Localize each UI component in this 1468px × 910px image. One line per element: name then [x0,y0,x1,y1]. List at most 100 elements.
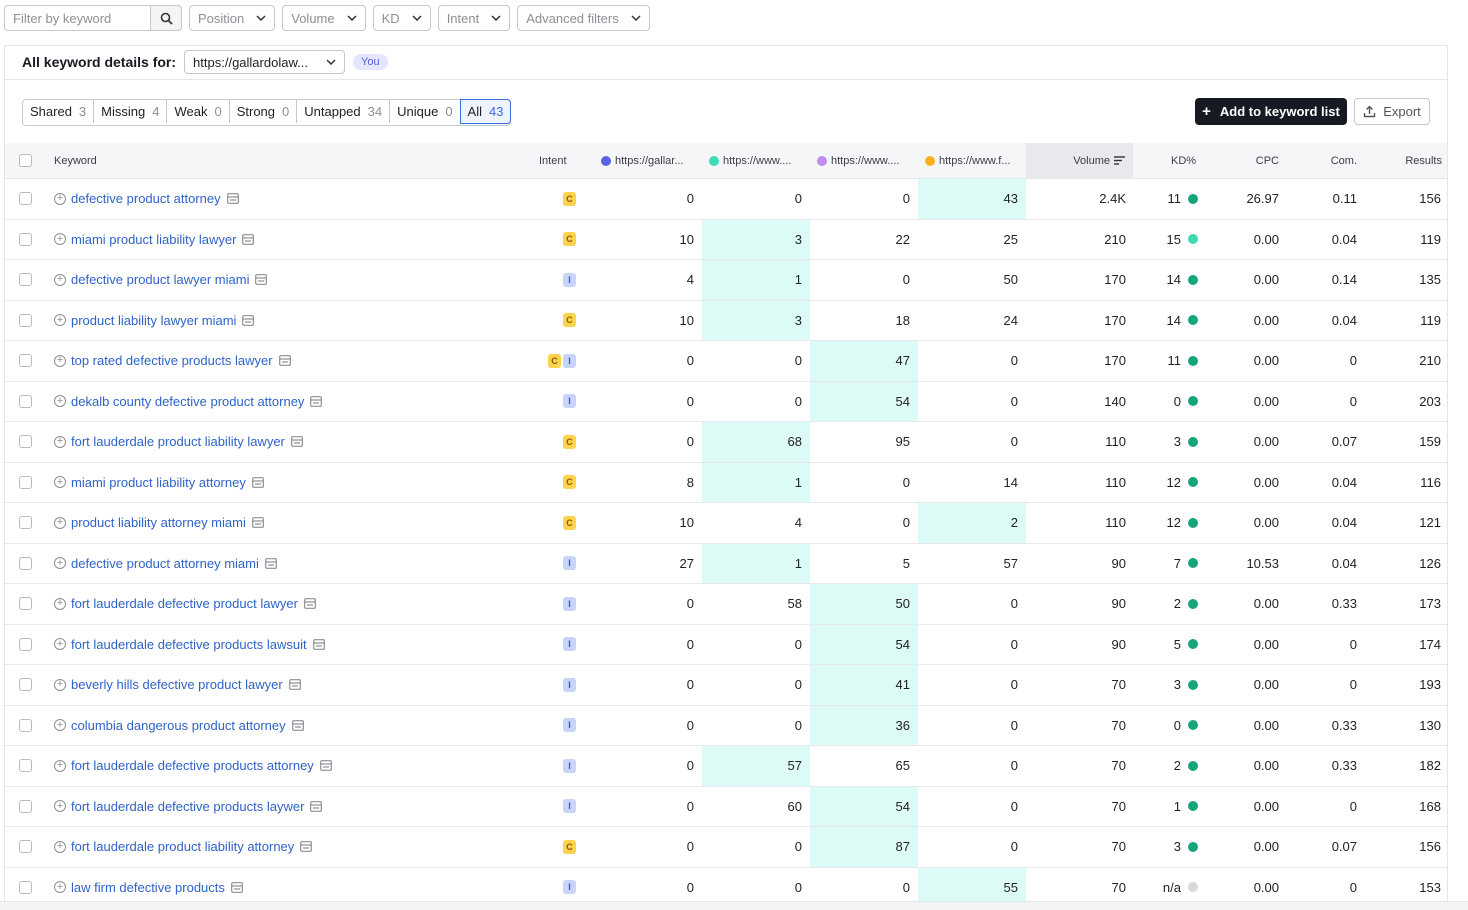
select-all-checkbox[interactable] [19,154,32,167]
tab-missing[interactable]: Missing 4 [94,100,168,123]
serp-features-icon[interactable] [300,841,313,853]
serp-features-icon[interactable] [288,679,301,691]
serp-features-icon[interactable] [278,355,291,367]
keyword-link[interactable]: fort lauderdale product liability attorn… [71,839,295,855]
row-checkbox[interactable] [19,759,32,772]
row-checkbox[interactable] [19,678,32,691]
serp-features-icon[interactable] [242,314,255,326]
row-checkbox[interactable] [19,313,32,327]
keyword-link[interactable]: fort lauderdale defective products attor… [71,758,314,774]
horizontal-scrollbar[interactable] [0,901,1468,910]
tab-unique[interactable]: Unique 0 [390,100,461,123]
tab-strong[interactable]: Strong 0 [230,100,298,123]
column-intent[interactable]: Intent [539,143,567,178]
row-checkbox[interactable] [19,354,32,367]
add-keyword-icon[interactable]: + [54,881,66,894]
add-keyword-icon[interactable]: + [54,192,66,205]
add-keyword-icon[interactable]: + [54,719,66,732]
volume-dropdown[interactable]: Volume [282,5,366,31]
add-keyword-icon[interactable]: + [54,273,66,286]
search-button[interactable] [150,5,182,31]
add-keyword-icon[interactable]: + [54,759,66,772]
row-checkbox[interactable] [19,637,32,651]
filter-keyword-input[interactable] [4,5,150,31]
add-keyword-icon[interactable]: + [54,476,66,489]
keyword-link[interactable]: fort lauderdale defective products laywe… [71,798,305,814]
add-keyword-icon[interactable]: + [54,638,66,651]
position-dropdown[interactable]: Position [189,5,276,31]
column-domain-1[interactable]: https://gallar... [601,143,705,178]
keyword-link[interactable]: law firm defective products [71,879,225,895]
row-checkbox[interactable] [19,192,32,205]
add-keyword-icon[interactable]: + [54,354,66,367]
row-checkbox[interactable] [19,475,32,489]
row-checkbox[interactable] [19,516,32,529]
column-volume[interactable]: Volume [1026,143,1133,178]
keyword-link[interactable]: miami product liability attorney [71,474,246,490]
add-keyword-icon[interactable]: + [54,233,66,246]
row-checkbox[interactable] [19,718,32,732]
domain-select[interactable]: https://gallardolaw... [184,50,346,74]
column-com[interactable]: Com. [1295,143,1357,178]
intent-dropdown[interactable]: Intent [437,5,511,31]
keyword-link[interactable]: product liability attorney miami [71,515,246,531]
serp-features-icon[interactable] [231,881,243,893]
add-keyword-icon[interactable]: + [54,435,66,448]
add-keyword-icon[interactable]: + [54,678,66,691]
keyword-link[interactable]: dekalb county defective product attorney [71,393,305,409]
serp-features-icon[interactable] [226,193,239,205]
column-results[interactable]: Results [1375,143,1442,178]
add-keyword-icon[interactable]: + [54,800,66,813]
row-checkbox[interactable] [19,880,32,894]
keyword-link[interactable]: defective product lawyer miami [71,272,250,288]
serp-features-icon[interactable] [310,800,323,812]
export-button[interactable]: Export [1354,98,1430,125]
row-checkbox[interactable] [19,597,32,610]
row-checkbox[interactable] [19,273,32,286]
add-to-keyword-list-button[interactable]: + Add to keyword list [1195,98,1347,125]
add-keyword-icon[interactable]: + [54,597,66,610]
serp-features-icon[interactable] [310,395,323,407]
serp-features-icon[interactable] [290,436,303,448]
serp-features-icon[interactable] [304,598,316,610]
column-domain-2[interactable]: https://www.... [709,143,813,178]
keyword-link[interactable]: fort lauderdale defective products lawsu… [71,636,307,652]
serp-features-icon[interactable] [319,760,332,772]
keyword-link[interactable]: columbia dangerous product attorney [71,717,286,733]
row-checkbox[interactable] [19,799,32,813]
add-keyword-icon[interactable]: + [54,314,66,327]
column-keyword[interactable]: Keyword [54,143,97,178]
tab-shared[interactable]: Shared 3 [23,100,95,123]
serp-features-icon[interactable] [312,638,325,650]
keyword-link[interactable]: fort lauderdale product liability lawyer [71,434,285,450]
add-keyword-icon[interactable]: + [54,840,66,853]
serp-features-icon[interactable] [242,233,255,245]
keyword-link[interactable]: fort lauderdale defective product lawyer [71,596,298,612]
column-domain-4[interactable]: https://www.f... [925,143,1029,178]
serp-features-icon[interactable] [255,274,268,286]
keyword-link[interactable]: product liability lawyer miami [71,312,237,328]
column-kd[interactable]: KD% [1171,143,1196,178]
row-checkbox[interactable] [19,435,32,448]
keyword-link[interactable]: top rated defective products lawyer [71,353,273,369]
serp-features-icon[interactable] [291,719,304,731]
keyword-link[interactable]: defective product attorney [71,191,221,207]
row-checkbox[interactable] [19,394,32,408]
row-checkbox[interactable] [19,232,32,246]
tab-untapped[interactable]: Untapped 34 [297,100,391,123]
tab-all[interactable]: All 43 [459,99,512,124]
keyword-link[interactable]: miami product liability lawyer [71,231,237,247]
column-cpc[interactable]: CPC [1205,143,1279,178]
keyword-link[interactable]: defective product attorney miami [71,555,259,571]
serp-features-icon[interactable] [251,517,264,529]
add-keyword-icon[interactable]: + [54,516,66,529]
kd-dropdown[interactable]: KD [372,5,431,31]
serp-features-icon[interactable] [264,557,277,569]
keyword-link[interactable]: beverly hills defective product lawyer [71,677,283,693]
advanced-filters-dropdown[interactable]: Advanced filters [517,5,650,31]
tab-weak[interactable]: Weak 0 [167,100,230,123]
column-domain-3[interactable]: https://www.... [817,143,921,178]
add-keyword-icon[interactable]: + [54,395,66,408]
serp-features-icon[interactable] [251,476,264,488]
row-checkbox[interactable] [19,840,32,853]
